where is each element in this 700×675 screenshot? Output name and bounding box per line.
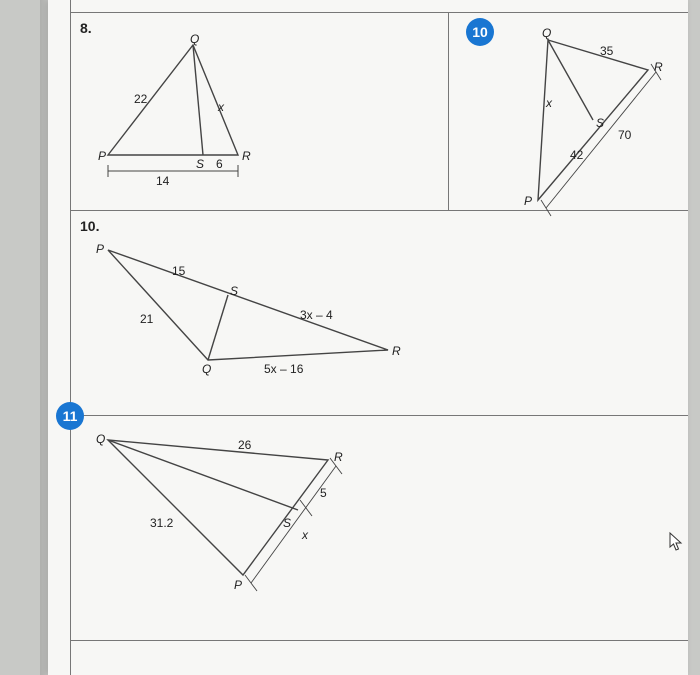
p11-R: R <box>334 450 343 464</box>
rule-bottom <box>70 640 688 641</box>
p10-R: R <box>392 344 401 358</box>
p11-x: x <box>302 528 308 542</box>
pr-R: R <box>654 60 663 74</box>
page-shadow <box>40 0 48 675</box>
p11-5: 5 <box>320 486 327 500</box>
pr-S: S <box>596 116 604 130</box>
rule-mid2 <box>70 415 688 416</box>
p10-15: 15 <box>172 264 185 278</box>
pr-70: 70 <box>618 128 631 142</box>
p8-P: P <box>98 149 106 163</box>
rule-top <box>70 12 688 13</box>
p8-14: 14 <box>156 174 169 188</box>
badge-11-text: 11 <box>63 408 78 424</box>
p8-22: 22 <box>134 92 147 106</box>
badge-10-text: 10 <box>472 24 488 40</box>
margin-rule-left <box>70 0 71 675</box>
cursor-icon <box>668 532 684 552</box>
pr-Q: Q <box>542 26 551 40</box>
p10-sr: 3x – 4 <box>300 308 333 322</box>
badge-10: 10 <box>466 18 494 46</box>
p10-P: P <box>96 242 104 256</box>
rule-col1 <box>448 12 449 210</box>
problem8-figure <box>108 45 268 195</box>
p8-x: x <box>218 100 224 114</box>
p11-26: 26 <box>238 438 251 452</box>
p10-Q: Q <box>202 362 211 376</box>
p10-S: S <box>230 284 238 298</box>
p11-Q: Q <box>96 432 105 446</box>
p8-S: S <box>196 157 204 171</box>
pr-P: P <box>524 194 532 208</box>
pr-35: 35 <box>600 44 613 58</box>
p8-Q: Q <box>190 32 199 46</box>
badge-11: 11 <box>56 402 84 430</box>
p10-21: 21 <box>140 312 153 326</box>
q10-label: 10. <box>80 218 99 234</box>
p11-312: 31.2 <box>150 516 173 530</box>
p11-S: S <box>283 516 291 530</box>
pr-x: x <box>546 96 552 110</box>
q8-label: 8. <box>80 20 92 36</box>
worksheet-page: 8. 10. 10 11 P Q R S 22 x 6 14 <box>48 0 688 675</box>
p8-6: 6 <box>216 157 223 171</box>
p10-qr: 5x – 16 <box>264 362 303 376</box>
p8-R: R <box>242 149 251 163</box>
p11-P: P <box>234 578 242 592</box>
pr-42: 42 <box>570 148 583 162</box>
